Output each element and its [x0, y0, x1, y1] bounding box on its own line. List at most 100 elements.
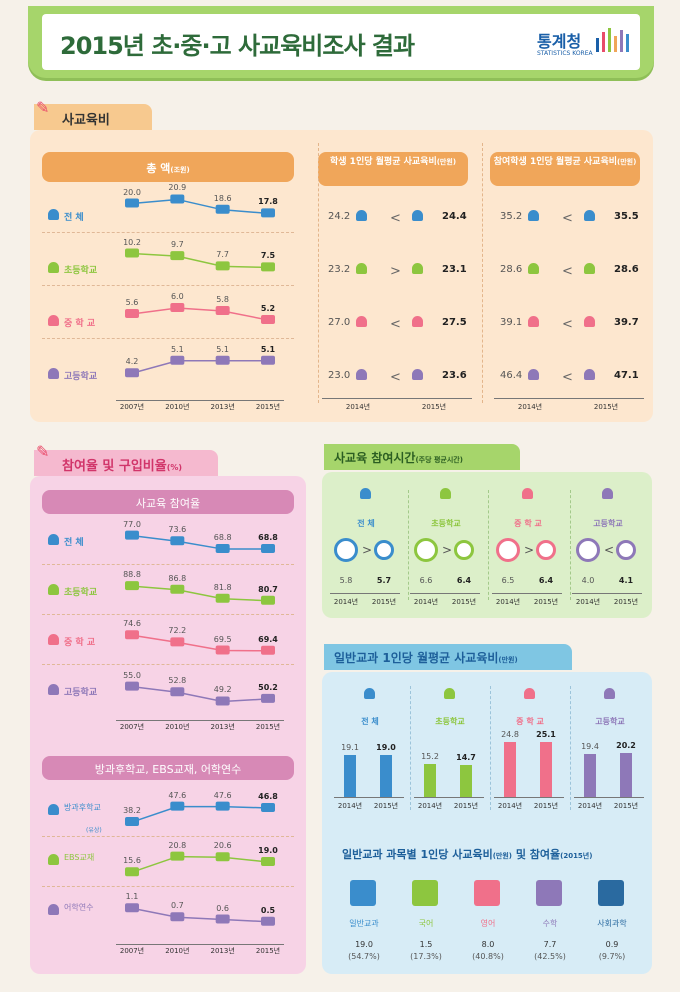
bar [424, 763, 436, 797]
bar-year-label: 2015년 [373, 802, 399, 810]
total-value-label: 5.1 [216, 344, 230, 354]
purchase-marker [215, 801, 230, 811]
per-participant-value-2015: 39.7 [614, 317, 639, 328]
per-student-value-2015: 23.6 [442, 370, 467, 381]
total-value-label: 5.1 [170, 344, 184, 354]
bar [620, 752, 632, 797]
per-participant-value-2014: 35.2 [500, 211, 523, 222]
per-student-axis [322, 398, 472, 399]
group-person-icon [440, 488, 451, 499]
bar-axis [494, 797, 564, 798]
total-year-label: 2013년 [210, 403, 235, 411]
purchase-year-label: 2013년 [210, 947, 235, 955]
per-participant-person-icon [528, 316, 539, 327]
per-student-value-2014: 23.0 [328, 370, 351, 381]
clock-icon [496, 538, 520, 562]
hours-axis [330, 593, 400, 594]
total-value-label: 17.8 [258, 197, 278, 207]
participation-value-label: 50.2 [258, 682, 278, 692]
participation-value-label: 55.0 [123, 670, 141, 680]
bar [380, 755, 392, 797]
bar-value-label: 19.1 [341, 742, 359, 752]
group-person-icon [522, 488, 533, 499]
row-person-icon [48, 634, 59, 645]
subject-icon [412, 880, 438, 906]
per-participant-person-icon [528, 369, 539, 380]
bar-year-label: 2015년 [453, 802, 479, 810]
total-marker [170, 303, 185, 312]
participation-marker [261, 693, 275, 703]
hours-year-label: 2015년 [451, 598, 477, 606]
hours-compare-sign: > [362, 543, 373, 557]
total-year-label: 2015년 [255, 403, 281, 411]
total-value-label: 5.2 [260, 304, 276, 313]
bar [460, 764, 472, 797]
bar-value-label: 19.4 [581, 742, 599, 752]
participation-value-label: 88.8 [123, 570, 141, 580]
pencil-icon-2: ✎ [36, 442, 50, 461]
total-polyline-3 [131, 360, 268, 374]
per-participant-value-2014: 46.4 [500, 370, 523, 381]
banner-participation: 사교육 참여율 [42, 490, 294, 514]
hours-2014: 5.8 [339, 576, 353, 585]
participation-year-label: 2013년 [210, 723, 235, 731]
total-value-label: 10.2 [123, 237, 141, 247]
group-person-icon [602, 488, 613, 499]
purchase-value-label: 47.6 [213, 790, 232, 800]
row-person-icon [48, 368, 59, 379]
total-marker [261, 208, 275, 218]
subject-icon [350, 880, 376, 906]
total-marker [215, 306, 230, 315]
subject-rate: (17.3%) [410, 952, 442, 961]
participation-axis [116, 720, 284, 721]
per-student-value-2015: 27.5 [442, 317, 467, 328]
total-value-label: 5.6 [125, 298, 139, 307]
row-separator [42, 232, 294, 233]
banner-per-participant: 참여학생 1인당 월평균 사교육비(만원) [490, 152, 640, 186]
per-student-person-icon [412, 210, 423, 221]
bar-year-label: 2015년 [533, 802, 559, 810]
purchase-icon [48, 804, 59, 815]
per-participant-person-icon [584, 263, 595, 274]
per-student-compare-sign: < [390, 211, 401, 226]
row-label: 중 학 교 [64, 638, 96, 648]
panel-general [322, 672, 652, 974]
participation-marker [261, 645, 275, 655]
purchase-marker [170, 801, 185, 811]
bar-value-label: 24.8 [501, 730, 519, 740]
participation-value-label: 69.5 [213, 634, 232, 644]
hours-2015: 5.7 [376, 576, 392, 585]
total-value-label: 7.5 [260, 251, 276, 261]
per-student-value-2015: 24.4 [442, 211, 467, 222]
total-marker [125, 309, 139, 318]
purchase-value-label: 19.0 [258, 846, 278, 855]
group-person-icon [444, 688, 455, 699]
clock-icon [334, 538, 358, 562]
bar-year-label: 2014년 [497, 802, 523, 810]
bar-year-label: 2015년 [613, 802, 639, 810]
purchase-polyline-1 [131, 855, 269, 873]
purchase-value-label: 38.2 [123, 806, 141, 816]
total-marker [125, 248, 139, 258]
total-value-label: 6.0 [170, 292, 184, 301]
per-student-value-2014: 23.2 [328, 264, 351, 275]
per-participant-person-icon [584, 369, 595, 380]
purchase-marker [170, 912, 185, 922]
total-value-label: 5.1 [260, 344, 276, 354]
logo-bars-icon [596, 28, 629, 52]
subject-label: 영어 [480, 919, 496, 928]
header-banner [28, 6, 654, 78]
per-student-year-label: 2015년 [421, 403, 447, 411]
purchase-sub-label: (유상) [86, 827, 102, 834]
per-participant-person-icon [584, 316, 595, 327]
purchase-marker [125, 867, 139, 877]
group-person-icon [604, 688, 615, 699]
per-student-value-2015: 23.1 [442, 264, 467, 275]
subject-value: 1.5 [419, 940, 433, 949]
group-label: 전 체 [361, 717, 379, 726]
per-participant-person-icon [528, 210, 539, 221]
participation-marker [215, 696, 230, 706]
group-label: 초등학교 [435, 717, 465, 726]
